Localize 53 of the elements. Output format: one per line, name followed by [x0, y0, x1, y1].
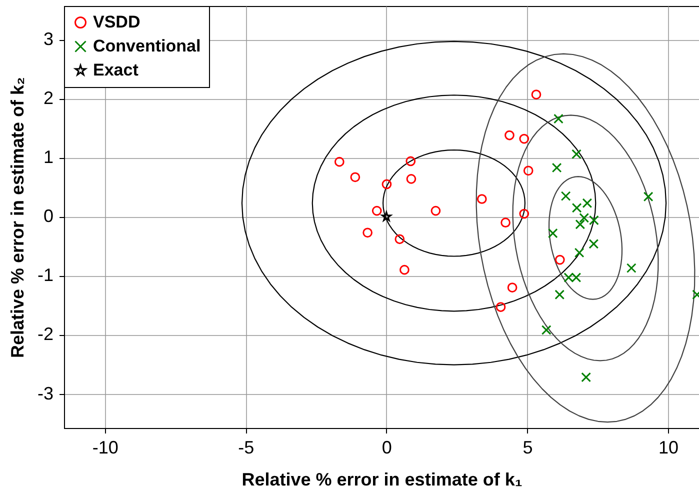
point	[523, 166, 534, 176]
y-tick-label: -2	[37, 324, 54, 344]
point	[394, 234, 405, 244]
point	[643, 192, 654, 202]
point	[541, 325, 552, 335]
y-tick-label: -1	[37, 265, 54, 286]
point	[548, 228, 558, 238]
point	[519, 134, 530, 144]
point	[554, 290, 565, 300]
point	[588, 238, 599, 249]
point	[406, 174, 416, 184]
x-tick-label: 10	[658, 438, 679, 458]
point	[496, 302, 506, 312]
x-tick-label: -10	[92, 438, 118, 458]
point	[476, 194, 487, 204]
point	[362, 228, 372, 238]
point	[581, 372, 592, 382]
point	[334, 156, 344, 167]
x-tick-label: 0	[382, 438, 392, 458]
point	[572, 149, 582, 160]
legend-label: Conventional	[93, 36, 201, 56]
point	[500, 218, 510, 228]
point	[400, 264, 410, 275]
y-tick-label: 1	[43, 147, 54, 168]
point	[626, 263, 636, 273]
point	[382, 179, 392, 190]
legend-label: Exact	[93, 60, 139, 80]
x-tick-label: 5	[522, 438, 533, 458]
point	[582, 198, 592, 208]
point	[350, 172, 360, 182]
point	[552, 162, 562, 173]
point	[531, 90, 542, 100]
point	[406, 156, 416, 166]
y-axis-title: Relative % error in estimate of k₂	[7, 76, 28, 358]
point	[372, 206, 382, 216]
y-tick-label: 0	[43, 206, 54, 226]
legend-label: VSDD	[93, 12, 140, 32]
x-tick-label: -5	[238, 438, 254, 458]
x-axis-title: Relative % error in estimate of k₁	[242, 470, 522, 490]
y-tick-label: 3	[43, 29, 54, 50]
point	[554, 254, 565, 265]
point	[519, 208, 530, 219]
point	[575, 219, 586, 230]
point	[507, 282, 518, 292]
point	[504, 130, 514, 140]
point	[430, 206, 441, 216]
point	[560, 191, 571, 201]
point	[572, 202, 582, 213]
y-tick-label: 2	[43, 88, 54, 108]
point	[574, 248, 584, 258]
y-tick-label: -3	[37, 383, 54, 404]
point	[381, 211, 392, 222]
point	[554, 114, 564, 124]
